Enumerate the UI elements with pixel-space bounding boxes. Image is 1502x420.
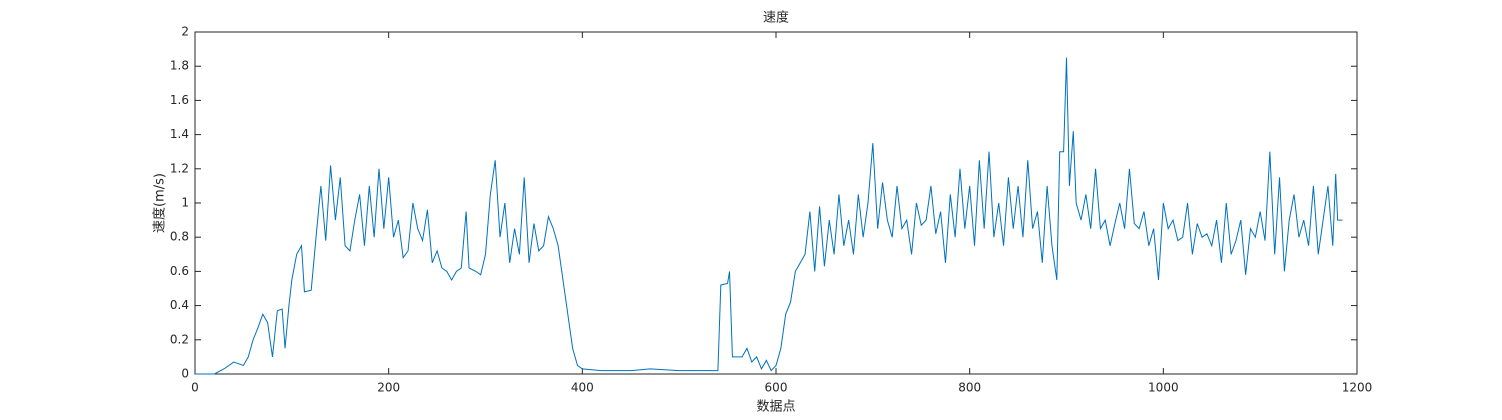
y-axis-label: 速度(m/s)	[152, 173, 168, 233]
chart-title: 速度	[763, 10, 789, 26]
y-tick-label: 1	[181, 196, 189, 210]
y-tick-label: 1.6	[170, 93, 189, 107]
x-tick-label: 200	[377, 381, 400, 395]
x-tick-label: 400	[571, 381, 594, 395]
data-line	[195, 57, 1343, 375]
y-tick-label: 2	[181, 25, 189, 39]
x-tick-label: 1000	[1148, 381, 1179, 395]
y-tick-label: 1.2	[170, 161, 189, 175]
x-tick-label: 0	[191, 381, 199, 395]
y-tick-label: 0.6	[170, 264, 189, 278]
y-tick-label: 1.8	[170, 59, 189, 73]
x-axis-label: 数据点	[756, 400, 795, 415]
y-tick-label: 1.4	[170, 127, 189, 141]
x-tick-label: 1200	[1342, 381, 1373, 395]
x-tick-label: 600	[765, 381, 788, 395]
axes-box	[194, 31, 1358, 375]
y-tick-label: 0.8	[170, 230, 189, 244]
y-tick-label: 0.4	[170, 298, 189, 312]
y-tick-label: 0.2	[170, 332, 189, 346]
x-tick-label: 800	[958, 381, 981, 395]
y-tick-label: 0	[181, 367, 189, 381]
